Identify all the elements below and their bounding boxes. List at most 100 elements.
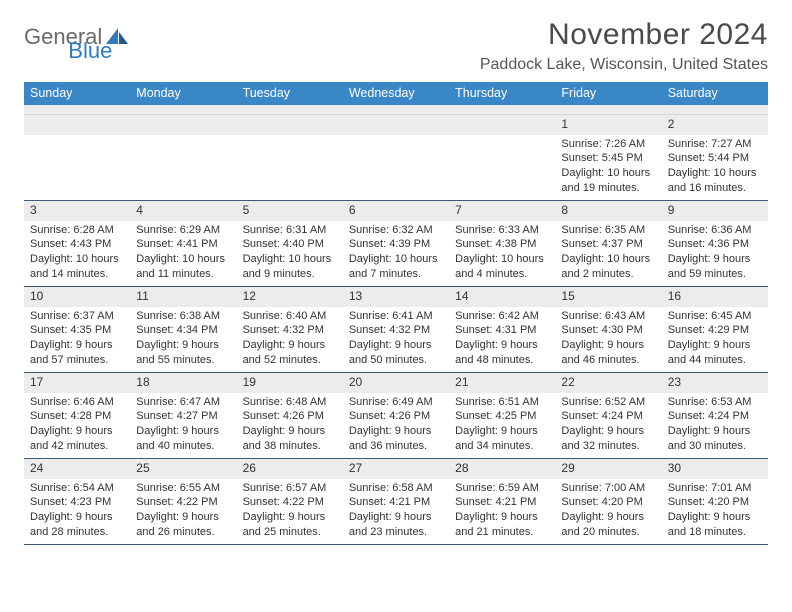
day-cell-empty [237, 115, 343, 201]
month-title: November 2024 [480, 18, 768, 52]
day-cell: 10Sunrise: 6:37 AMSunset: 4:35 PMDayligh… [24, 287, 130, 373]
day-cell: 2Sunrise: 7:27 AMSunset: 5:44 PMDaylight… [662, 115, 768, 201]
day-details: Sunrise: 6:41 AMSunset: 4:32 PMDaylight:… [343, 307, 449, 372]
day-cell: 29Sunrise: 7:00 AMSunset: 4:20 PMDayligh… [555, 459, 661, 545]
day-cell: 12Sunrise: 6:40 AMSunset: 4:32 PMDayligh… [237, 287, 343, 373]
daylight-line: Daylight: 10 hours and 11 minutes. [136, 252, 230, 282]
sunset-line: Sunset: 4:22 PM [136, 495, 230, 510]
day-number: 11 [130, 287, 236, 307]
calendar-page: General Blue November 2024 Paddock Lake,… [0, 0, 792, 545]
daylight-line: Daylight: 9 hours and 25 minutes. [243, 510, 337, 540]
sunset-line: Sunset: 4:27 PM [136, 409, 230, 424]
day-details: Sunrise: 6:49 AMSunset: 4:26 PMDaylight:… [343, 393, 449, 458]
sunrise-line: Sunrise: 6:49 AM [349, 395, 443, 410]
day-cell-empty [130, 115, 236, 201]
sunset-line: Sunset: 4:32 PM [243, 323, 337, 338]
sunrise-line: Sunrise: 6:33 AM [455, 223, 549, 238]
sunset-line: Sunset: 4:43 PM [30, 237, 124, 252]
day-cell: 1Sunrise: 7:26 AMSunset: 5:45 PMDaylight… [555, 115, 661, 201]
sunset-line: Sunset: 4:40 PM [243, 237, 337, 252]
sunset-line: Sunset: 4:20 PM [561, 495, 655, 510]
day-details: Sunrise: 6:33 AMSunset: 4:38 PMDaylight:… [449, 221, 555, 286]
sunrise-line: Sunrise: 6:35 AM [561, 223, 655, 238]
sunrise-line: Sunrise: 6:59 AM [455, 481, 549, 496]
daylight-line: Daylight: 10 hours and 19 minutes. [561, 166, 655, 196]
day-details: Sunrise: 6:32 AMSunset: 4:39 PMDaylight:… [343, 221, 449, 286]
day-number: 15 [555, 287, 661, 307]
day-details: Sunrise: 6:58 AMSunset: 4:21 PMDaylight:… [343, 479, 449, 544]
day-details: Sunrise: 6:52 AMSunset: 4:24 PMDaylight:… [555, 393, 661, 458]
weekday-header: Tuesday [237, 82, 343, 105]
daylight-line: Daylight: 9 hours and 18 minutes. [668, 510, 762, 540]
day-cell: 3Sunrise: 6:28 AMSunset: 4:43 PMDaylight… [24, 201, 130, 287]
day-cell: 20Sunrise: 6:49 AMSunset: 4:26 PMDayligh… [343, 373, 449, 459]
day-number: 28 [449, 459, 555, 479]
day-cell: 23Sunrise: 6:53 AMSunset: 4:24 PMDayligh… [662, 373, 768, 459]
day-number: 4 [130, 201, 236, 221]
sunset-line: Sunset: 4:23 PM [30, 495, 124, 510]
day-details: Sunrise: 6:42 AMSunset: 4:31 PMDaylight:… [449, 307, 555, 372]
day-details: Sunrise: 6:37 AMSunset: 4:35 PMDaylight:… [24, 307, 130, 372]
sunrise-line: Sunrise: 6:55 AM [136, 481, 230, 496]
sunset-line: Sunset: 4:21 PM [455, 495, 549, 510]
sunset-line: Sunset: 4:25 PM [455, 409, 549, 424]
day-cell-empty [24, 115, 130, 201]
day-number: 7 [449, 201, 555, 221]
sunset-line: Sunset: 4:24 PM [668, 409, 762, 424]
day-details: Sunrise: 6:43 AMSunset: 4:30 PMDaylight:… [555, 307, 661, 372]
day-details: Sunrise: 6:31 AMSunset: 4:40 PMDaylight:… [237, 221, 343, 286]
day-details: Sunrise: 6:59 AMSunset: 4:21 PMDaylight:… [449, 479, 555, 544]
brand-logo: General Blue [24, 24, 176, 50]
calendar-grid: SundayMondayTuesdayWednesdayThursdayFrid… [24, 82, 768, 545]
sunset-line: Sunset: 4:26 PM [243, 409, 337, 424]
daylight-line: Daylight: 9 hours and 52 minutes. [243, 338, 337, 368]
day-number: 10 [24, 287, 130, 307]
daylight-line: Daylight: 10 hours and 9 minutes. [243, 252, 337, 282]
day-details: Sunrise: 6:29 AMSunset: 4:41 PMDaylight:… [130, 221, 236, 286]
daylight-line: Daylight: 10 hours and 7 minutes. [349, 252, 443, 282]
sunset-line: Sunset: 4:41 PM [136, 237, 230, 252]
sunset-line: Sunset: 4:30 PM [561, 323, 655, 338]
sunset-line: Sunset: 4:37 PM [561, 237, 655, 252]
day-number: 19 [237, 373, 343, 393]
daylight-line: Daylight: 9 hours and 46 minutes. [561, 338, 655, 368]
day-cell: 18Sunrise: 6:47 AMSunset: 4:27 PMDayligh… [130, 373, 236, 459]
day-number: 30 [662, 459, 768, 479]
weekday-header: Monday [130, 82, 236, 105]
daylight-line: Daylight: 9 hours and 44 minutes. [668, 338, 762, 368]
day-cell: 7Sunrise: 6:33 AMSunset: 4:38 PMDaylight… [449, 201, 555, 287]
sunset-line: Sunset: 4:39 PM [349, 237, 443, 252]
daylight-line: Daylight: 10 hours and 2 minutes. [561, 252, 655, 282]
daylight-line: Daylight: 9 hours and 42 minutes. [30, 424, 124, 454]
title-block: November 2024 Paddock Lake, Wisconsin, U… [480, 18, 768, 74]
day-number: 5 [237, 201, 343, 221]
day-cell: 24Sunrise: 6:54 AMSunset: 4:23 PMDayligh… [24, 459, 130, 545]
daylight-line: Daylight: 9 hours and 21 minutes. [455, 510, 549, 540]
weekday-header: Saturday [662, 82, 768, 105]
day-cell: 21Sunrise: 6:51 AMSunset: 4:25 PMDayligh… [449, 373, 555, 459]
day-cell-empty [343, 115, 449, 201]
location-subtitle: Paddock Lake, Wisconsin, United States [480, 56, 768, 74]
daylight-line: Daylight: 9 hours and 55 minutes. [136, 338, 230, 368]
day-cell: 25Sunrise: 6:55 AMSunset: 4:22 PMDayligh… [130, 459, 236, 545]
day-number: 1 [555, 115, 661, 135]
day-cell: 6Sunrise: 6:32 AMSunset: 4:39 PMDaylight… [343, 201, 449, 287]
day-number-empty [237, 115, 343, 135]
sunrise-line: Sunrise: 6:52 AM [561, 395, 655, 410]
day-number: 27 [343, 459, 449, 479]
header: General Blue November 2024 Paddock Lake,… [24, 18, 768, 74]
day-cell: 22Sunrise: 6:52 AMSunset: 4:24 PMDayligh… [555, 373, 661, 459]
day-details: Sunrise: 6:46 AMSunset: 4:28 PMDaylight:… [24, 393, 130, 458]
day-cell: 30Sunrise: 7:01 AMSunset: 4:20 PMDayligh… [662, 459, 768, 545]
day-cell: 14Sunrise: 6:42 AMSunset: 4:31 PMDayligh… [449, 287, 555, 373]
sunset-line: Sunset: 5:45 PM [561, 151, 655, 166]
day-cell: 19Sunrise: 6:48 AMSunset: 4:26 PMDayligh… [237, 373, 343, 459]
weekday-header: Wednesday [343, 82, 449, 105]
sunrise-line: Sunrise: 6:46 AM [30, 395, 124, 410]
day-number-empty [343, 115, 449, 135]
sunrise-line: Sunrise: 7:00 AM [561, 481, 655, 496]
week-row: 3Sunrise: 6:28 AMSunset: 4:43 PMDaylight… [24, 201, 768, 287]
sunrise-line: Sunrise: 6:51 AM [455, 395, 549, 410]
sunrise-line: Sunrise: 6:53 AM [668, 395, 762, 410]
sunrise-line: Sunrise: 6:58 AM [349, 481, 443, 496]
